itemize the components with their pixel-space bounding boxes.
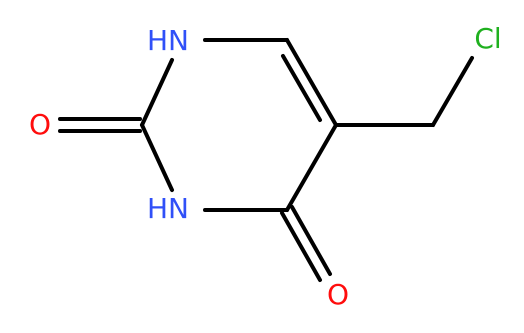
- atom-label: HN: [147, 192, 189, 225]
- bond: [140, 58, 174, 127]
- bond: [280, 211, 322, 282]
- bond: [281, 54, 322, 122]
- bonds: [58, 38, 474, 282]
- bond: [285, 38, 338, 127]
- bond: [285, 123, 338, 212]
- atom-label: HN: [147, 24, 189, 57]
- atom-label: Cl: [474, 22, 501, 55]
- atom-label: O: [29, 108, 51, 141]
- atom-label: O: [327, 278, 349, 311]
- bond: [140, 123, 174, 192]
- bond: [290, 205, 332, 276]
- bond: [431, 56, 474, 127]
